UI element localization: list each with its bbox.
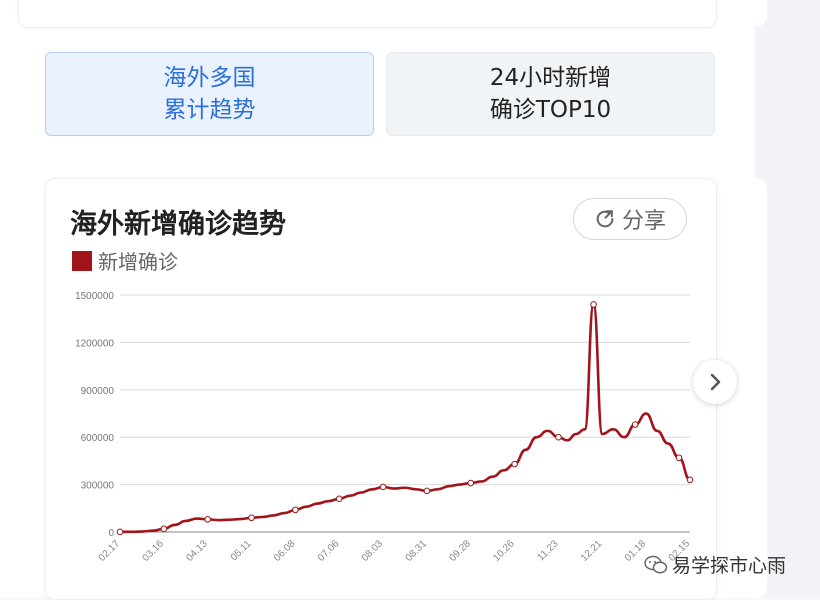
next-panel-chart-card <box>737 178 767 598</box>
x-tick-label: 05.11 <box>229 538 254 563</box>
data-point <box>204 516 211 523</box>
data-point <box>116 528 124 536</box>
tab-label-line1: 海外多国 <box>163 65 256 91</box>
tab-overseas-cumulative[interactable]: 海外多国 累计趋势 <box>45 52 374 136</box>
next-panel-strip <box>737 0 820 598</box>
tab-label-line2: 累计趋势 <box>163 97 256 123</box>
x-tick-label: 12.21 <box>579 538 605 564</box>
tab-label-line2: 确诊TOP10 <box>489 97 612 123</box>
tab-label-line1: 24小时新增 <box>489 65 612 91</box>
x-tick-label: 10.26 <box>491 538 517 564</box>
y-tick-label: 1500000 <box>75 291 114 302</box>
x-tick-label: 09.28 <box>447 538 473 564</box>
wechat-icon <box>644 555 668 573</box>
x-tick-label: 03.16 <box>140 538 166 564</box>
y-tick-label: 600000 <box>81 433 115 444</box>
x-tick-label: 08.03 <box>360 538 386 564</box>
x-tick-label: 06.08 <box>272 538 298 564</box>
chevron-right-icon <box>710 373 721 391</box>
previous-card <box>18 0 717 28</box>
tab-24h-top10[interactable]: 24小时新增 确诊TOP10 <box>386 52 715 136</box>
share-button[interactable]: 分享 <box>573 198 687 240</box>
data-point <box>467 479 475 487</box>
y-tick-label: 0 <box>108 528 114 539</box>
share-button-label: 分享 <box>621 209 666 234</box>
data-point <box>675 454 683 462</box>
data-point <box>686 476 694 484</box>
next-panel-top-card <box>737 0 767 26</box>
data-point <box>555 433 562 441</box>
data-point <box>160 525 168 533</box>
data-point <box>423 487 431 495</box>
data-point <box>511 460 518 468</box>
watermark: 易学探市心雨 <box>644 551 786 578</box>
x-tick-label: 04.13 <box>184 538 210 564</box>
next-chart-button[interactable] <box>693 360 737 404</box>
data-point <box>631 421 639 428</box>
data-point <box>292 506 299 514</box>
y-tick-label: 300000 <box>81 481 115 492</box>
x-tick-label: 11.23 <box>536 538 561 563</box>
x-tick-label: 08.31 <box>404 538 430 564</box>
y-tick-label: 900000 <box>81 386 115 397</box>
share-icon <box>596 210 614 228</box>
legend-label: 新增确诊 <box>98 250 178 274</box>
x-tick-label: 07.06 <box>316 538 342 564</box>
y-tick-label: 1200000 <box>75 338 114 349</box>
data-point <box>248 514 255 522</box>
chart-title: 海外新增确诊趋势 <box>70 209 286 240</box>
chart-legend: 新增确诊 <box>72 246 178 275</box>
data-point <box>335 495 343 503</box>
x-tick-label: 02.17 <box>97 538 123 564</box>
data-point <box>379 483 387 491</box>
data-point <box>590 301 597 308</box>
legend-swatch <box>72 250 92 271</box>
series-line <box>119 303 691 534</box>
watermark-text: 易学探市心雨 <box>672 555 787 577</box>
